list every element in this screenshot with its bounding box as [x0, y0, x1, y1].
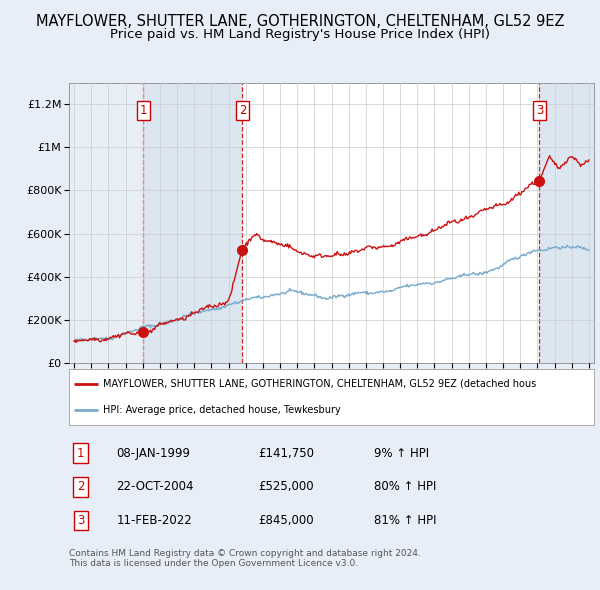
Text: 3: 3: [536, 104, 543, 117]
Text: 80% ↑ HPI: 80% ↑ HPI: [373, 480, 436, 493]
Text: 2: 2: [77, 480, 84, 493]
Text: £525,000: £525,000: [258, 480, 314, 493]
Text: 81% ↑ HPI: 81% ↑ HPI: [373, 514, 436, 527]
Bar: [539, 83, 594, 363]
Text: MAYFLOWER, SHUTTER LANE, GOTHERINGTON, CHELTENHAM, GL52 9EZ (detached hous: MAYFLOWER, SHUTTER LANE, GOTHERINGTON, C…: [103, 379, 536, 389]
Text: 08-JAN-1999: 08-JAN-1999: [116, 447, 190, 460]
Text: 11-FEB-2022: 11-FEB-2022: [116, 514, 192, 527]
Text: 1: 1: [77, 447, 84, 460]
Text: 1: 1: [140, 104, 147, 117]
Text: £845,000: £845,000: [258, 514, 314, 527]
Text: 22-OCT-2004: 22-OCT-2004: [116, 480, 194, 493]
Text: HPI: Average price, detached house, Tewkesbury: HPI: Average price, detached house, Tewk…: [103, 405, 341, 415]
Text: MAYFLOWER, SHUTTER LANE, GOTHERINGTON, CHELTENHAM, GL52 9EZ: MAYFLOWER, SHUTTER LANE, GOTHERINGTON, C…: [36, 14, 564, 28]
Text: Contains HM Land Registry data © Crown copyright and database right 2024.
This d: Contains HM Land Registry data © Crown c…: [69, 549, 421, 568]
Text: £141,750: £141,750: [258, 447, 314, 460]
Text: 2: 2: [239, 104, 246, 117]
Bar: [143, 83, 242, 363]
Text: 3: 3: [77, 514, 84, 527]
Bar: [69, 83, 143, 363]
Text: Price paid vs. HM Land Registry's House Price Index (HPI): Price paid vs. HM Land Registry's House …: [110, 28, 490, 41]
Text: 9% ↑ HPI: 9% ↑ HPI: [373, 447, 428, 460]
